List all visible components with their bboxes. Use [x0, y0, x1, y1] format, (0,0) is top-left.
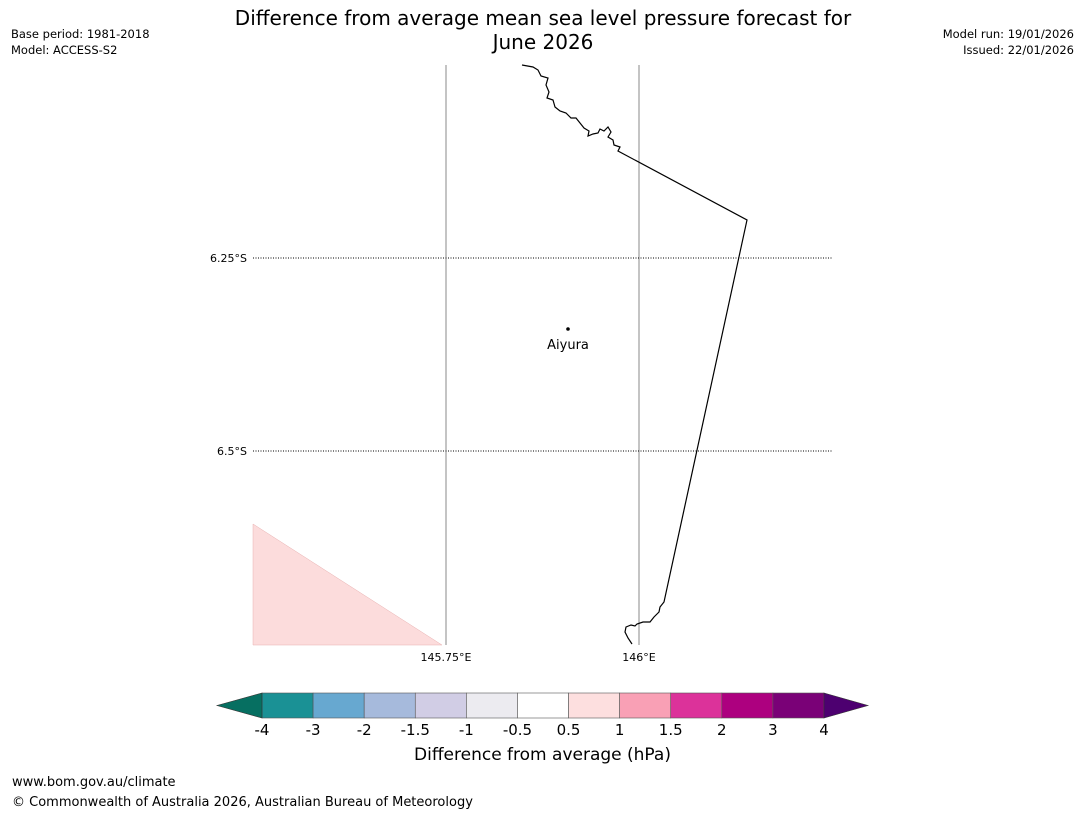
- lat-label-6-25: 6.25°S: [210, 252, 247, 265]
- aiyura-marker: [566, 327, 570, 331]
- colorbar-tick-label: -0.5: [503, 721, 532, 739]
- meta-right: Model run: 19/01/2026 Issued: 22/01/2026: [943, 26, 1074, 58]
- colorbar-segment: [517, 692, 569, 719]
- colorbar-segment: [772, 692, 825, 719]
- issued-date: Issued: 22/01/2026: [963, 43, 1074, 57]
- colorbar-label: Difference from average (hPa): [414, 745, 671, 765]
- colorbar-tick-label: 4: [819, 721, 829, 739]
- colorbar-segment: [619, 692, 672, 719]
- colorbar-segment: [721, 692, 774, 719]
- title-line-1: Difference from average mean sea level p…: [234, 6, 852, 30]
- footer-url[interactable]: www.bom.gov.au/climate: [12, 775, 176, 790]
- title-line-2: June 2026: [492, 30, 594, 54]
- lat-label-6-5: 6.5°S: [217, 445, 247, 458]
- colorbar-tick-label: -3: [306, 721, 321, 739]
- place-label-aiyura: Aiyura: [547, 338, 589, 353]
- colorbar-segment: [670, 692, 723, 719]
- map-title: Difference from average mean sea level p…: [200, 6, 886, 54]
- colorbar-under-arrow: [215, 692, 263, 719]
- colorbar-segment: [261, 692, 314, 719]
- lon-label-146: 146°E: [622, 651, 655, 664]
- colorbar-segment: [414, 692, 467, 719]
- anomaly-fill: [252, 523, 443, 646]
- colorbar-tick-label: 2: [717, 721, 727, 739]
- meta-left: Base period: 1981-2018 Model: ACCESS-S2: [11, 26, 150, 58]
- colorbar: -4 -3 -2 -1.5 -1 -0.5 0.5 1 1.5 2 3 4: [215, 692, 870, 739]
- colorbar-tick-label: -1.5: [401, 721, 430, 739]
- colorbar-tick-label: -4: [255, 721, 270, 739]
- colorbar-tick-label: -1: [459, 721, 474, 739]
- colorbar-tick-label: 3: [768, 721, 778, 739]
- colorbar-segment: [363, 692, 416, 719]
- coastline-boundary: [521, 64, 748, 645]
- colorbar-tick-label: 1.5: [659, 721, 683, 739]
- model-name: Model: ACCESS-S2: [11, 43, 118, 57]
- colorbar-tick-label: 1: [615, 721, 625, 739]
- colorbar-segment: [312, 692, 365, 719]
- colorbar-segment: [466, 692, 518, 719]
- model-run: Model run: 19/01/2026: [942, 27, 1074, 41]
- colorbar-tick-label: -2: [357, 721, 372, 739]
- colorbar-segment: [568, 692, 620, 719]
- base-period: Base period: 1981-2018: [11, 27, 150, 41]
- footer-copyright: © Commonwealth of Australia 2026, Austra…: [12, 795, 473, 810]
- colorbar-over-arrow: [823, 692, 870, 719]
- colorbar-tick-label: 0.5: [557, 721, 581, 739]
- lon-label-145-75: 145.75°E: [421, 651, 472, 664]
